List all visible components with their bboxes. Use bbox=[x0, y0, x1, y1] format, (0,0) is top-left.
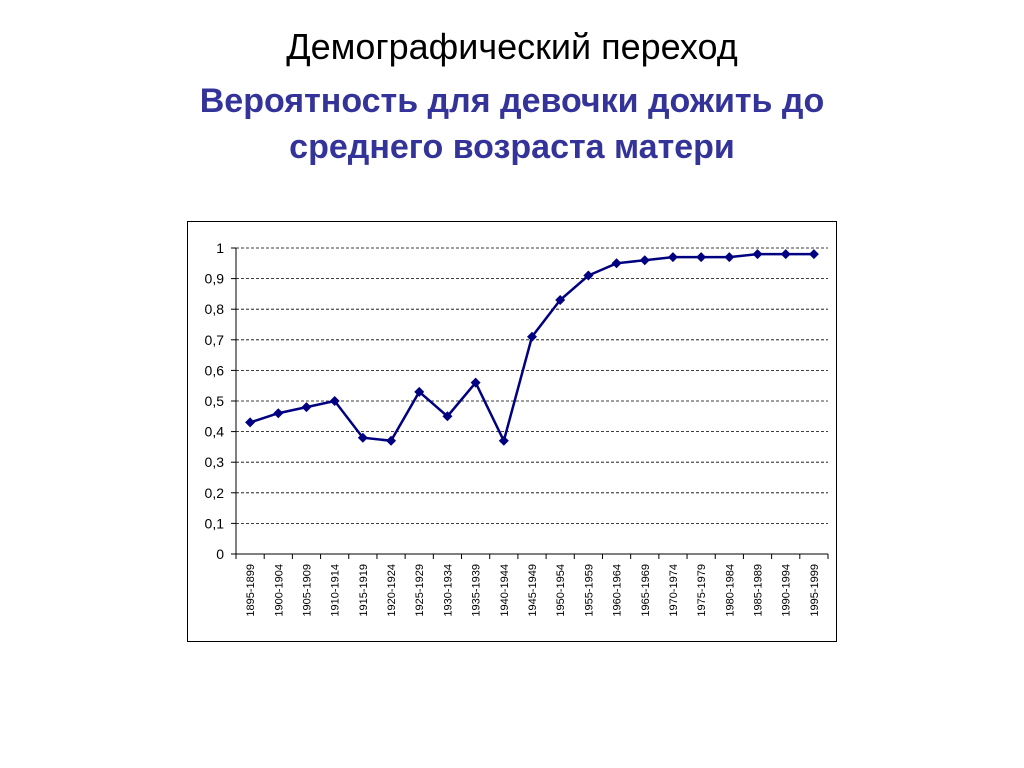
chart-title: Демографический переход bbox=[286, 26, 738, 67]
data-point bbox=[639, 255, 650, 266]
data-point bbox=[808, 249, 819, 260]
x-tick-label: 1920-1924 bbox=[386, 564, 398, 617]
data-point bbox=[470, 377, 481, 388]
x-tick-label: 1955-1959 bbox=[583, 564, 595, 617]
chart-subtitle: Вероятность для девочки дожить до средне… bbox=[199, 82, 825, 166]
y-tick-label: 0,3 bbox=[205, 454, 225, 470]
x-tick-label: 1900-1904 bbox=[273, 564, 285, 617]
x-tick-label: 1925-1929 bbox=[414, 564, 426, 617]
x-tick-label: 1985-1989 bbox=[753, 564, 765, 617]
data-point bbox=[527, 331, 537, 342]
x-tick-label: 1930-1934 bbox=[442, 564, 454, 617]
x-tick-label: 1975-1979 bbox=[696, 564, 708, 617]
x-tick-label: 1965-1969 bbox=[640, 564, 652, 617]
y-tick-label: 0,9 bbox=[205, 271, 225, 287]
x-tick-label: 1960-1964 bbox=[612, 564, 624, 617]
x-tick-label: 1905-1909 bbox=[301, 564, 313, 617]
data-point bbox=[386, 435, 397, 446]
data-point bbox=[329, 396, 340, 406]
data-point bbox=[667, 252, 678, 263]
x-tick-label: 1895-1899 bbox=[245, 564, 257, 617]
x-tick-label: 1995-1999 bbox=[809, 564, 821, 617]
data-point bbox=[583, 270, 594, 281]
x-tick-label: 1910-1914 bbox=[330, 564, 342, 617]
data-point bbox=[498, 435, 509, 446]
y-tick-label: 0,6 bbox=[205, 362, 225, 378]
y-tick-label: 0,1 bbox=[205, 515, 225, 531]
y-tick-label: 0,5 bbox=[205, 393, 225, 409]
y-tick-label: 0 bbox=[216, 546, 224, 562]
y-tick-label: 1 bbox=[216, 240, 224, 256]
x-tick-label: 1990-1994 bbox=[781, 564, 793, 617]
x-tick-label: 1950-1954 bbox=[555, 564, 567, 617]
data-point bbox=[245, 417, 256, 428]
data-point bbox=[696, 252, 707, 263]
x-tick-label: 1915-1919 bbox=[358, 564, 370, 617]
data-point bbox=[301, 402, 312, 413]
data-point bbox=[442, 411, 453, 422]
x-tick-label: 1970-1974 bbox=[668, 564, 680, 617]
data-point bbox=[611, 258, 622, 269]
x-tick-label: 1940-1944 bbox=[499, 564, 511, 617]
y-tick-label: 0,2 bbox=[205, 485, 225, 501]
y-tick-label: 0,8 bbox=[205, 301, 225, 317]
y-tick-label: 0,7 bbox=[205, 332, 225, 348]
y-tick-label: 0,4 bbox=[205, 424, 225, 440]
data-point bbox=[357, 432, 368, 443]
x-tick-label: 1945-1949 bbox=[527, 564, 539, 617]
data-point bbox=[414, 386, 425, 397]
data-point bbox=[780, 249, 791, 260]
data-point bbox=[555, 295, 566, 306]
data-point bbox=[752, 249, 763, 260]
x-tick-label: 1980-1984 bbox=[724, 564, 736, 617]
x-tick-label: 1935-1939 bbox=[471, 564, 483, 617]
data-point bbox=[724, 252, 735, 263]
data-point bbox=[273, 408, 284, 419]
